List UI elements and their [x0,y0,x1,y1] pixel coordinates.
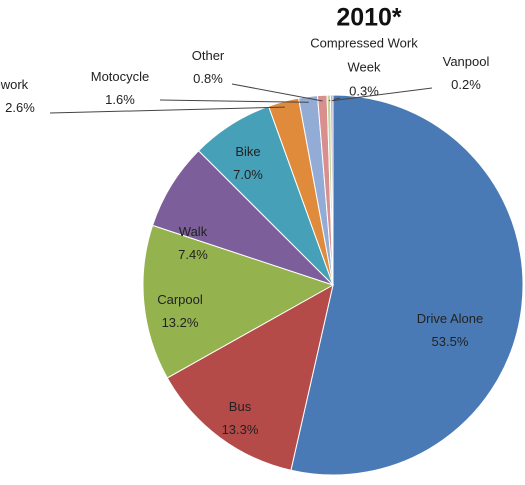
category-label: Drive Alone [416,311,484,326]
slice-label: Motocycle 1.6% [91,65,150,111]
value-label: 7.0% [233,167,263,182]
slice-label: Compressed Work Week 0.3% [299,32,429,103]
value-label: 2.6% [5,100,35,115]
value-label: 53.5% [431,334,469,349]
slice-label: Walk 7.4% [178,220,208,266]
pie-slice [166,284,334,471]
value-label: 13.2% [161,315,199,330]
slice-label: Bike 7.0% [233,140,263,186]
value-label: 1.6% [105,92,135,107]
slice-label: Other 0.8% [192,44,225,90]
leader-line [231,83,323,102]
value-label: 13.3% [221,422,259,437]
leader-line [49,106,285,114]
category-label: Telework [0,77,29,92]
category-label: Other [191,48,225,63]
value-label: 0.2% [451,77,481,92]
slice-label: Vanpool 0.2% [443,50,490,96]
category-label: Walk [178,224,208,239]
category-label: Compressed Work Week [310,35,418,75]
value-label: 0.8% [193,71,223,86]
pie-slice [330,94,334,286]
pie-slice [142,224,335,379]
value-label: 7.4% [178,247,208,262]
category-label: Bike [235,144,261,159]
slice-label: Carpool 13.2% [157,288,203,334]
slice-label: Telework 2.6% [0,73,35,119]
category-label: Motocycle [90,69,150,84]
slice-label: Bus 13.3% [222,395,259,441]
category-label: Carpool [157,292,203,307]
pie-slice [290,94,524,476]
value-label: 0.3% [349,83,379,99]
category-label: Bus [228,399,252,414]
leader-line [159,99,309,103]
category-label: Vanpool [442,54,490,69]
chart-title: 2010* [336,3,402,32]
slice-label: Drive Alone 53.5% [417,307,483,353]
leader-line [331,87,433,102]
